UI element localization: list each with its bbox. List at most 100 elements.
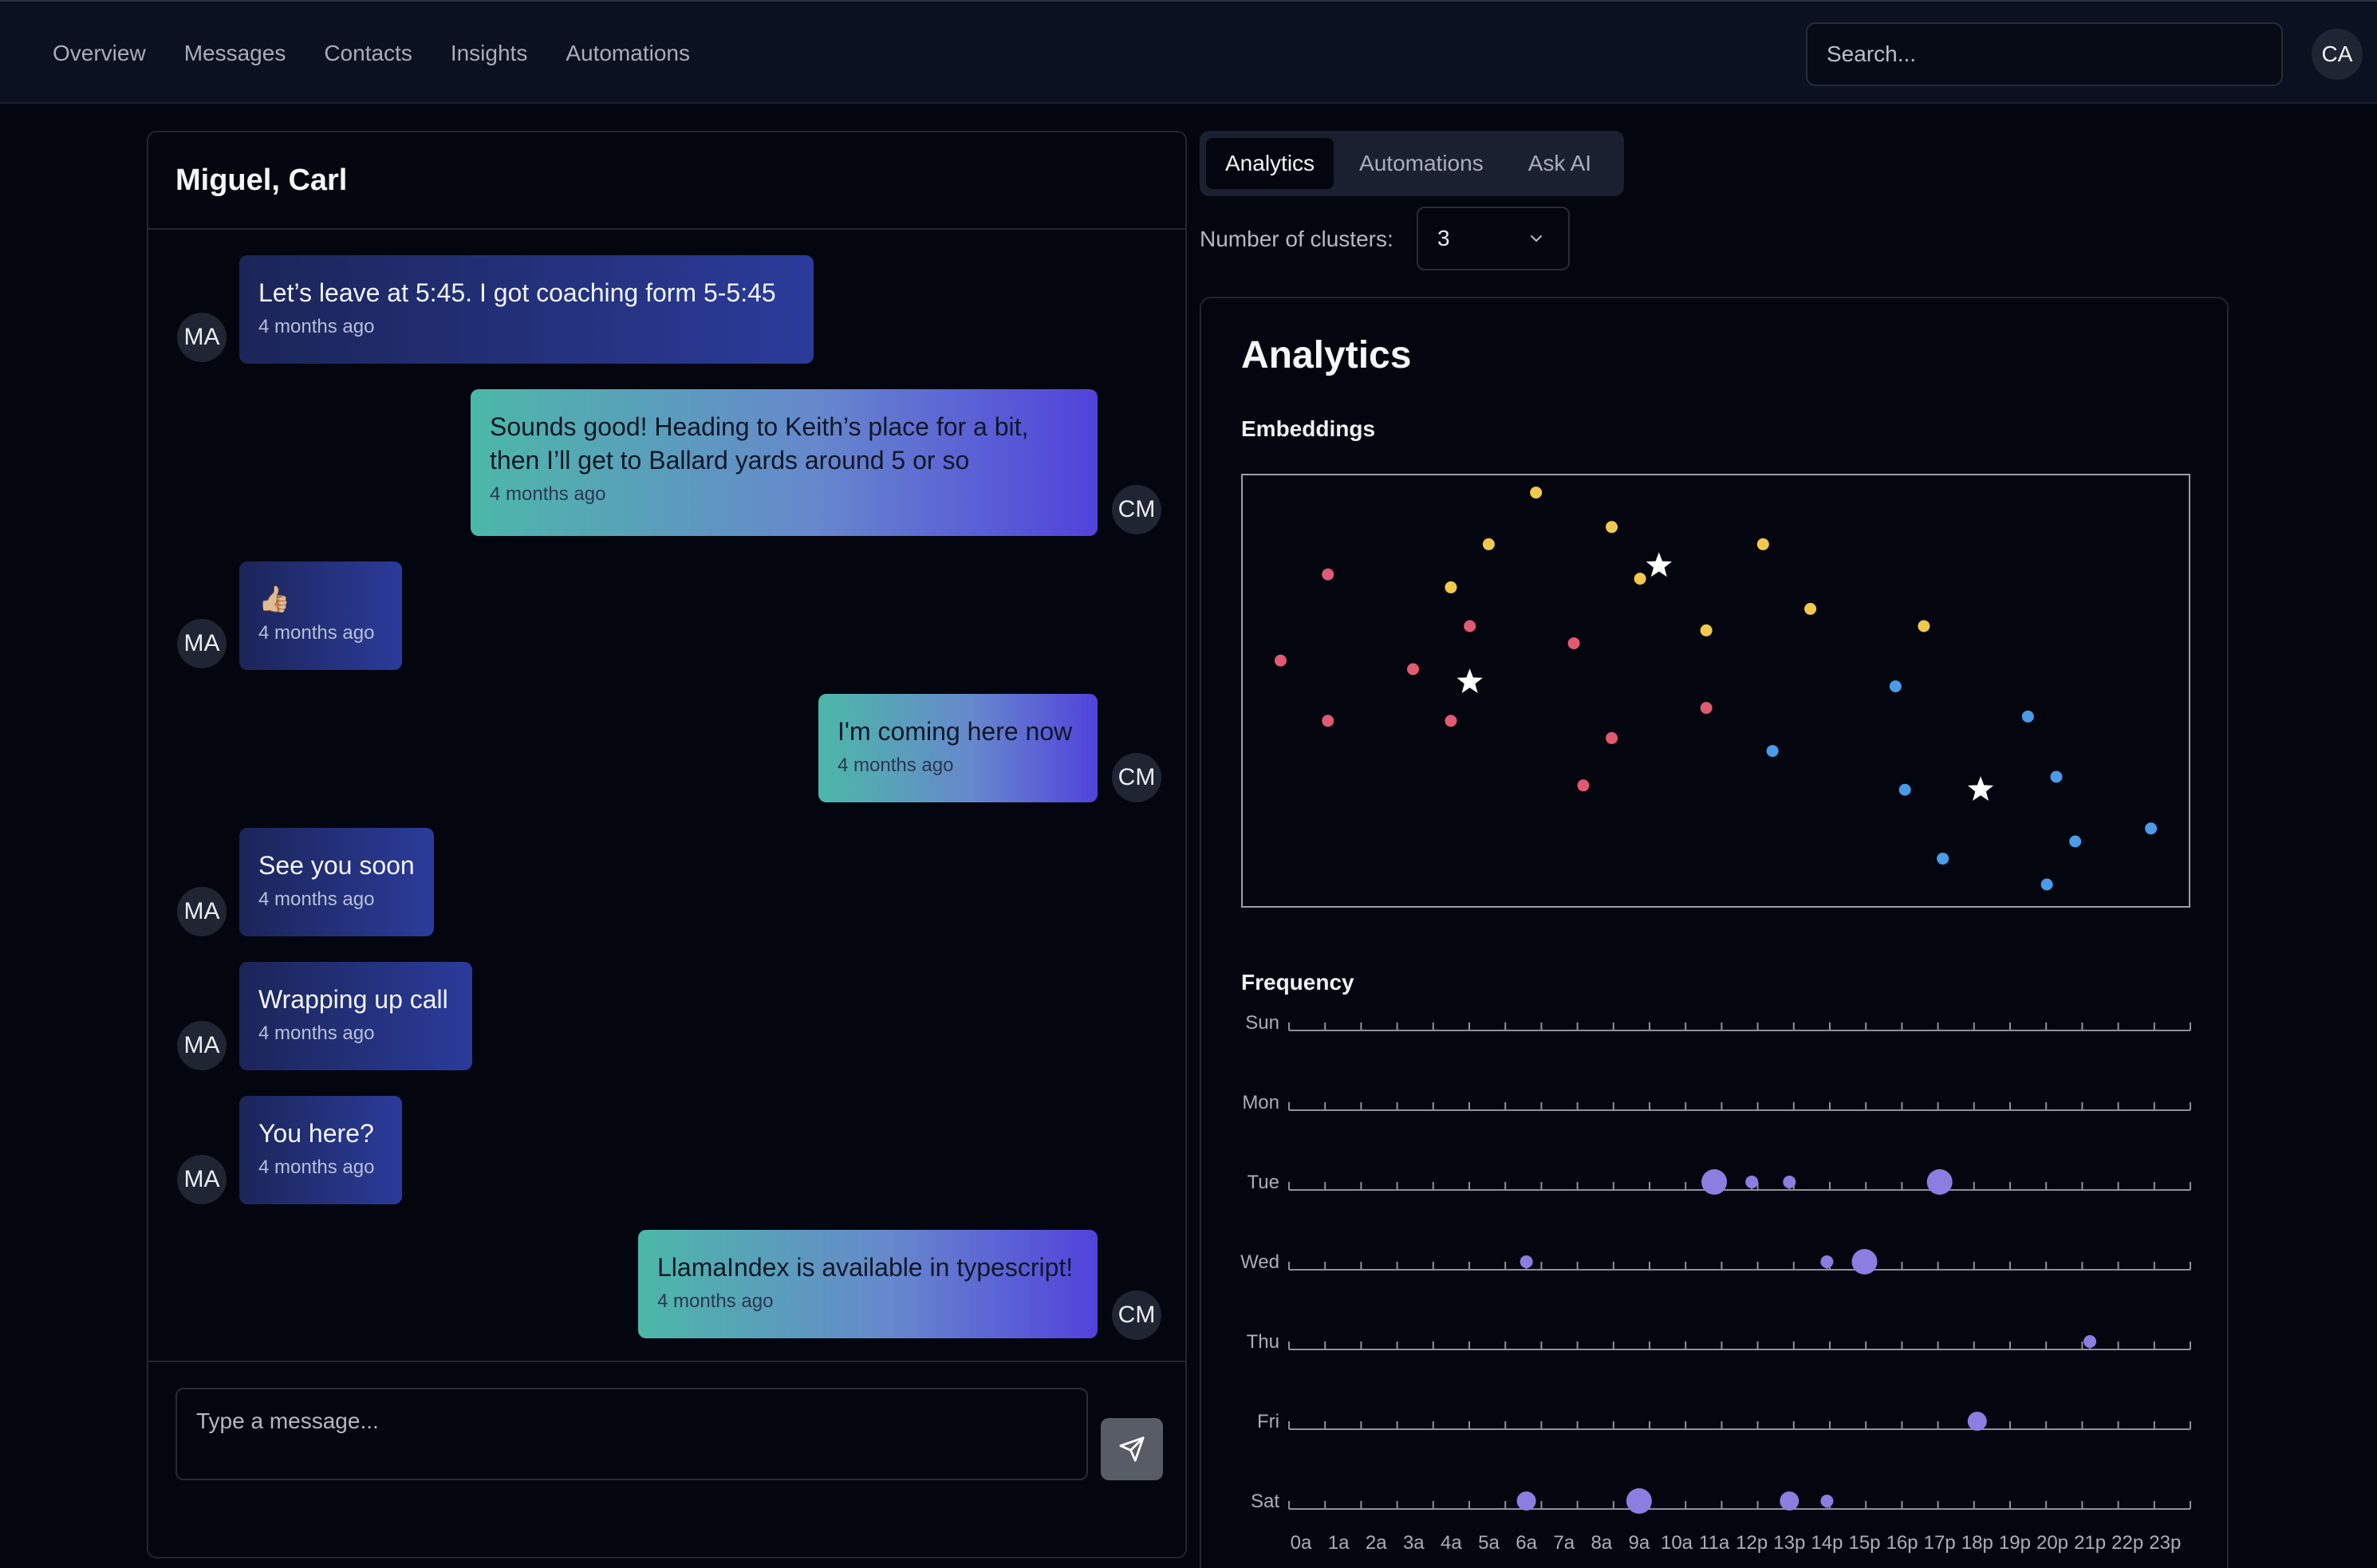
cluster-point: [1567, 637, 1580, 650]
tab-ask-ai[interactable]: Ask AI: [1528, 151, 1592, 175]
frequency-hour-label: 14p: [1811, 1532, 1843, 1554]
cluster-point: [1606, 521, 1618, 534]
frequency-hour-label: 10a: [1661, 1532, 1693, 1554]
cluster-point: [2040, 878, 2053, 891]
tab-bar: Analytics Automations Ask AI: [1200, 131, 1624, 196]
embeddings-plot: [1274, 487, 2158, 891]
frequency-day-label: Fri: [1257, 1411, 1279, 1432]
cluster-point: [1700, 624, 1713, 636]
chevron-down-icon: [1531, 235, 1542, 242]
frequency-day-label: Thu: [1247, 1331, 1279, 1353]
frequency-hour-label: 4a: [1441, 1532, 1462, 1554]
cluster-point: [1898, 783, 1911, 796]
message-bubble: LlamaIndex is available in typescript! 4…: [638, 1230, 1098, 1338]
cluster-point: [2050, 770, 2063, 783]
message-text: Wrapping up call: [258, 985, 448, 1014]
frequency-point: [1516, 1491, 1536, 1511]
cluster-point: [1606, 731, 1618, 744]
frequency-hour-label: 16p: [1886, 1532, 1918, 1554]
message-bubble: You here? 4 months ago: [239, 1096, 402, 1204]
avatar: MA: [177, 619, 227, 668]
cluster-point: [1577, 779, 1590, 792]
message-time: 4 months ago: [838, 754, 954, 776]
avatar: MA: [177, 887, 227, 936]
frequency-hour-label: 2a: [1366, 1532, 1387, 1554]
message-time: 4 months ago: [258, 622, 375, 644]
avatar: MA: [177, 1021, 227, 1070]
cluster-point: [1445, 581, 1457, 593]
frequency-day-label: Tue: [1248, 1172, 1279, 1193]
frequency-hour-label: 13p: [1773, 1532, 1805, 1554]
frequency-point: [1626, 1488, 1652, 1514]
frequency-hour-label: 0a: [1291, 1532, 1312, 1554]
clusters-select[interactable]: 3: [1417, 207, 1570, 270]
cluster-point: [1766, 745, 1779, 758]
cluster-point: [1756, 538, 1769, 550]
frequency-hour-label: 23p: [2149, 1532, 2181, 1554]
frequency-point: [1851, 1249, 1878, 1274]
frequency-day-label: Sat: [1251, 1491, 1279, 1512]
nav-link-messages[interactable]: Messages: [183, 41, 286, 65]
cluster-point: [2021, 710, 2034, 723]
frequency-hour-label: 3a: [1403, 1532, 1425, 1554]
cluster-point: [2145, 822, 2158, 835]
cluster-point: [1322, 568, 1334, 581]
cluster-point: [2069, 835, 2082, 848]
cluster-point: [1700, 702, 1713, 715]
frequency-hour-label: 22p: [2111, 1532, 2143, 1554]
nav-links: Overview Messages Contacts Insights Auto…: [53, 2, 690, 105]
message-bubble: Let’s leave at 5:45. I got coaching form…: [239, 255, 814, 364]
frequency-hour-label: 8a: [1591, 1532, 1612, 1554]
chat-panel: Miguel, Carl Let’s leave at 5:45. I got …: [147, 131, 1187, 1558]
tab-analytics[interactable]: Analytics: [1206, 138, 1334, 189]
avatar: MA: [177, 1155, 227, 1204]
message-input[interactable]: [175, 1388, 1088, 1480]
nav-link-insights[interactable]: Insights: [450, 41, 528, 65]
frequency-chart: Sun Mon Tue Wed Thu Fri Sat 0a 1a 2a 3a 4a 5a 6a 7a 8a 9…: [1240, 1012, 2191, 1554]
frequency-hour-label: 1a: [1328, 1532, 1350, 1554]
send-icon: [1119, 1436, 1145, 1462]
frequency-point: [1783, 1176, 1796, 1188]
nav-link-contacts[interactable]: Contacts: [324, 41, 412, 65]
avatar: CM: [1112, 485, 1161, 534]
message-time: 4 months ago: [258, 1022, 375, 1044]
nav-link-automations[interactable]: Automations: [566, 41, 690, 65]
frequency-point: [1926, 1169, 1953, 1195]
frequency-hour-label: 20p: [2036, 1532, 2068, 1554]
centroid-star: [1646, 552, 1672, 577]
top-nav: Overview Messages Contacts Insights Auto…: [0, 0, 2377, 104]
frequency-point: [1820, 1495, 1834, 1507]
user-avatar[interactable]: CA: [2312, 29, 2363, 80]
frequency-point: [1745, 1176, 1759, 1188]
nav-link-overview[interactable]: Overview: [53, 41, 146, 65]
frequency-hour-label: 7a: [1553, 1532, 1575, 1554]
send-button[interactable]: [1101, 1418, 1163, 1480]
frequency-point: [1701, 1169, 1728, 1195]
frequency-label: Frequency: [1241, 970, 1354, 995]
cluster-point: [1918, 620, 1930, 632]
cluster-point: [1530, 487, 1543, 499]
frequency-point: [1520, 1255, 1533, 1268]
search-input[interactable]: [1806, 22, 2283, 86]
frequency-hour-label: 15p: [1848, 1532, 1880, 1554]
message-time: 4 months ago: [490, 483, 606, 505]
chat-title: Miguel, Carl: [175, 163, 348, 197]
centroid-star: [1967, 776, 1994, 801]
cluster-point: [1322, 715, 1334, 727]
frequency-day-label: Sun: [1245, 1012, 1279, 1034]
message-text: 👍🏼: [258, 585, 290, 613]
tab-automations[interactable]: Automations: [1359, 151, 1484, 175]
cluster-point: [1482, 538, 1495, 550]
cluster-point: [1804, 602, 1817, 615]
avatar: MA: [177, 313, 227, 362]
message-bubble: I'm coming here now 4 months ago: [818, 694, 1098, 802]
frequency-day-label: Mon: [1242, 1092, 1279, 1113]
chat-header: Miguel, Carl: [148, 132, 1185, 230]
message-text: See you soon: [258, 851, 415, 880]
frequency-hour-label: 12p: [1736, 1532, 1768, 1554]
frequency-hour-label: 18p: [1961, 1532, 1993, 1554]
cluster-point: [1406, 663, 1419, 676]
frequency-day-label: Wed: [1240, 1251, 1279, 1273]
frequency-hour-label: 6a: [1516, 1532, 1537, 1554]
message-time: 4 months ago: [258, 1156, 375, 1178]
